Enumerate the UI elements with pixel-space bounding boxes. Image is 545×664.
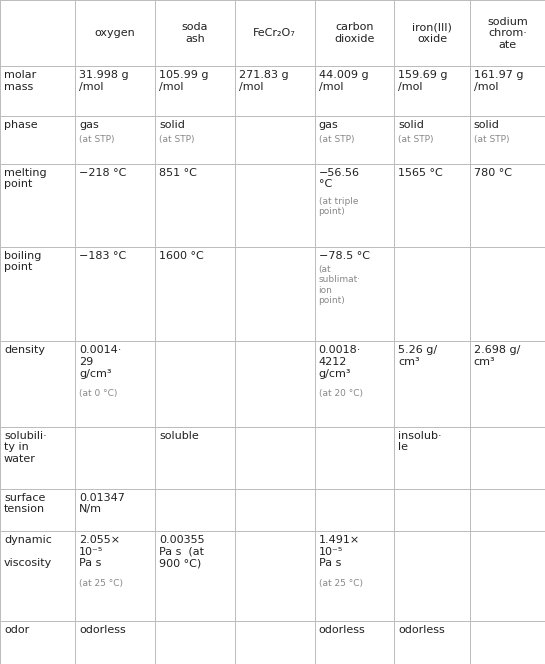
Text: density: density xyxy=(4,345,45,355)
Text: solid: solid xyxy=(398,120,424,130)
Text: 31.998 g
/mol: 31.998 g /mol xyxy=(80,70,129,92)
Text: (at
sublimat·
ion
point): (at sublimat· ion point) xyxy=(319,265,361,305)
Text: phase: phase xyxy=(4,120,38,130)
Text: soda
ash: soda ash xyxy=(181,23,208,44)
Text: (at STP): (at STP) xyxy=(474,135,509,143)
Text: gas: gas xyxy=(319,120,338,130)
Text: (at 20 °C): (at 20 °C) xyxy=(319,389,362,398)
Text: FeCr₂O₇: FeCr₂O₇ xyxy=(253,28,296,39)
Text: 2.698 g/
cm³: 2.698 g/ cm³ xyxy=(474,345,520,367)
Text: (at 25 °C): (at 25 °C) xyxy=(80,578,123,588)
Text: carbon
dioxide: carbon dioxide xyxy=(334,23,374,44)
Text: −56.56
°C: −56.56 °C xyxy=(319,167,360,189)
Text: dynamic

viscosity: dynamic viscosity xyxy=(4,535,52,568)
Text: gas: gas xyxy=(80,120,99,130)
Text: solubili·
ty in
water: solubili· ty in water xyxy=(4,431,47,464)
Text: surface
tension: surface tension xyxy=(4,493,45,514)
Text: 0.00355
Pa s  (at
900 °C): 0.00355 Pa s (at 900 °C) xyxy=(159,535,205,568)
Text: 271.83 g
/mol: 271.83 g /mol xyxy=(239,70,288,92)
Text: 0.0014·
29
g/cm³: 0.0014· 29 g/cm³ xyxy=(80,345,122,378)
Text: boiling
point: boiling point xyxy=(4,250,41,272)
Text: 1.491×
10⁻⁵
Pa s: 1.491× 10⁻⁵ Pa s xyxy=(319,535,360,568)
Text: (at STP): (at STP) xyxy=(319,135,354,143)
Text: 5.26 g/
cm³: 5.26 g/ cm³ xyxy=(398,345,438,367)
Text: odor: odor xyxy=(4,625,29,635)
Text: 161.97 g
/mol: 161.97 g /mol xyxy=(474,70,523,92)
Text: sodium
chrom·
ate: sodium chrom· ate xyxy=(487,17,528,50)
Text: (at triple
point): (at triple point) xyxy=(319,197,358,216)
Text: 0.01347
N/m: 0.01347 N/m xyxy=(80,493,125,514)
Text: −78.5 °C: −78.5 °C xyxy=(319,250,370,261)
Text: odorless: odorless xyxy=(398,625,445,635)
Text: 1565 °C: 1565 °C xyxy=(398,167,443,178)
Text: 851 °C: 851 °C xyxy=(159,167,197,178)
Text: 780 °C: 780 °C xyxy=(474,167,512,178)
Text: odorless: odorless xyxy=(80,625,126,635)
Text: iron(III)
oxide: iron(III) oxide xyxy=(412,23,452,44)
Text: solid: solid xyxy=(159,120,185,130)
Text: (at 25 °C): (at 25 °C) xyxy=(319,578,362,588)
Text: (at STP): (at STP) xyxy=(80,135,115,143)
Text: 44.009 g
/mol: 44.009 g /mol xyxy=(319,70,368,92)
Text: solid: solid xyxy=(474,120,500,130)
Text: 159.69 g
/mol: 159.69 g /mol xyxy=(398,70,448,92)
Text: 2.055×
10⁻⁵
Pa s: 2.055× 10⁻⁵ Pa s xyxy=(80,535,120,568)
Text: (at STP): (at STP) xyxy=(159,135,195,143)
Text: −218 °C: −218 °C xyxy=(80,167,126,178)
Text: melting
point: melting point xyxy=(4,167,47,189)
Text: soluble: soluble xyxy=(159,431,199,441)
Text: −183 °C: −183 °C xyxy=(80,250,126,261)
Text: odorless: odorless xyxy=(319,625,365,635)
Text: oxygen: oxygen xyxy=(95,28,136,39)
Text: (at STP): (at STP) xyxy=(398,135,434,143)
Text: insolub·
le: insolub· le xyxy=(398,431,442,452)
Text: 0.0018·
4212
g/cm³: 0.0018· 4212 g/cm³ xyxy=(319,345,361,378)
Text: 105.99 g
/mol: 105.99 g /mol xyxy=(159,70,209,92)
Text: (at 0 °C): (at 0 °C) xyxy=(80,389,118,398)
Text: molar
mass: molar mass xyxy=(4,70,37,92)
Text: 1600 °C: 1600 °C xyxy=(159,250,204,261)
